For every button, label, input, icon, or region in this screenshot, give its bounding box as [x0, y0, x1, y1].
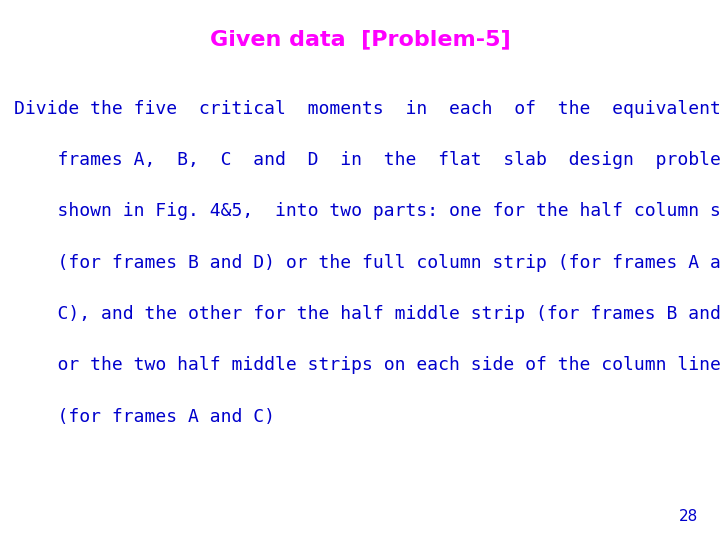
Text: or the two half middle strips on each side of the column line: or the two half middle strips on each si… — [14, 356, 720, 374]
Text: Given data  [Problem-5]: Given data [Problem-5] — [210, 30, 510, 50]
Text: shown in Fig. 4&5,  into two parts: one for the half column strip: shown in Fig. 4&5, into two parts: one f… — [14, 202, 720, 220]
Text: Divide the five  critical  moments  in  each  of  the  equivalent  rigid: Divide the five critical moments in each… — [14, 100, 720, 118]
Text: (for frames A and C): (for frames A and C) — [14, 408, 275, 426]
Text: (for frames B and D) or the full column strip (for frames A and: (for frames B and D) or the full column … — [14, 254, 720, 272]
Text: C), and the other for the half middle strip (for frames B and D): C), and the other for the half middle st… — [14, 305, 720, 323]
Text: 28: 28 — [679, 509, 698, 524]
Text: frames A,  B,  C  and  D  in  the  flat  slab  design  problem-1,  as: frames A, B, C and D in the flat slab de… — [14, 151, 720, 169]
